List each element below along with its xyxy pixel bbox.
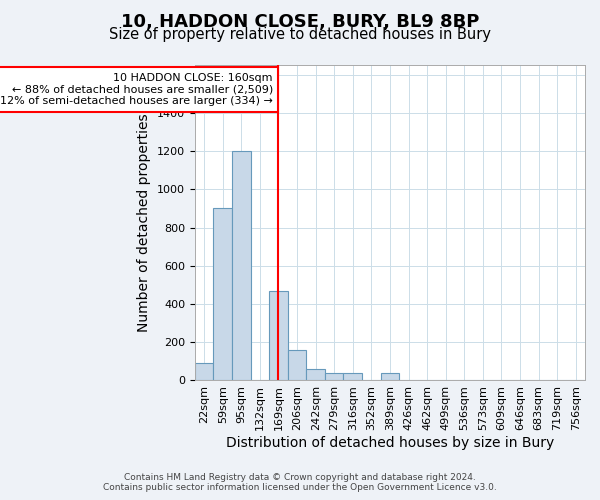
Text: 10, HADDON CLOSE, BURY, BL9 8BP: 10, HADDON CLOSE, BURY, BL9 8BP [121,12,479,30]
Y-axis label: Number of detached properties: Number of detached properties [137,114,151,332]
Bar [380,373,399,380]
Bar [288,350,307,380]
Bar [269,290,288,380]
Bar [325,373,343,380]
Bar [214,208,232,380]
Bar [195,364,214,380]
Bar [307,369,325,380]
Bar [232,151,251,380]
Bar [343,373,362,380]
X-axis label: Distribution of detached houses by size in Bury: Distribution of detached houses by size … [226,436,554,450]
Text: 10 HADDON CLOSE: 160sqm
← 88% of detached houses are smaller (2,509)
12% of semi: 10 HADDON CLOSE: 160sqm ← 88% of detache… [0,73,273,106]
Text: Size of property relative to detached houses in Bury: Size of property relative to detached ho… [109,28,491,42]
Text: Contains HM Land Registry data © Crown copyright and database right 2024.
Contai: Contains HM Land Registry data © Crown c… [103,473,497,492]
